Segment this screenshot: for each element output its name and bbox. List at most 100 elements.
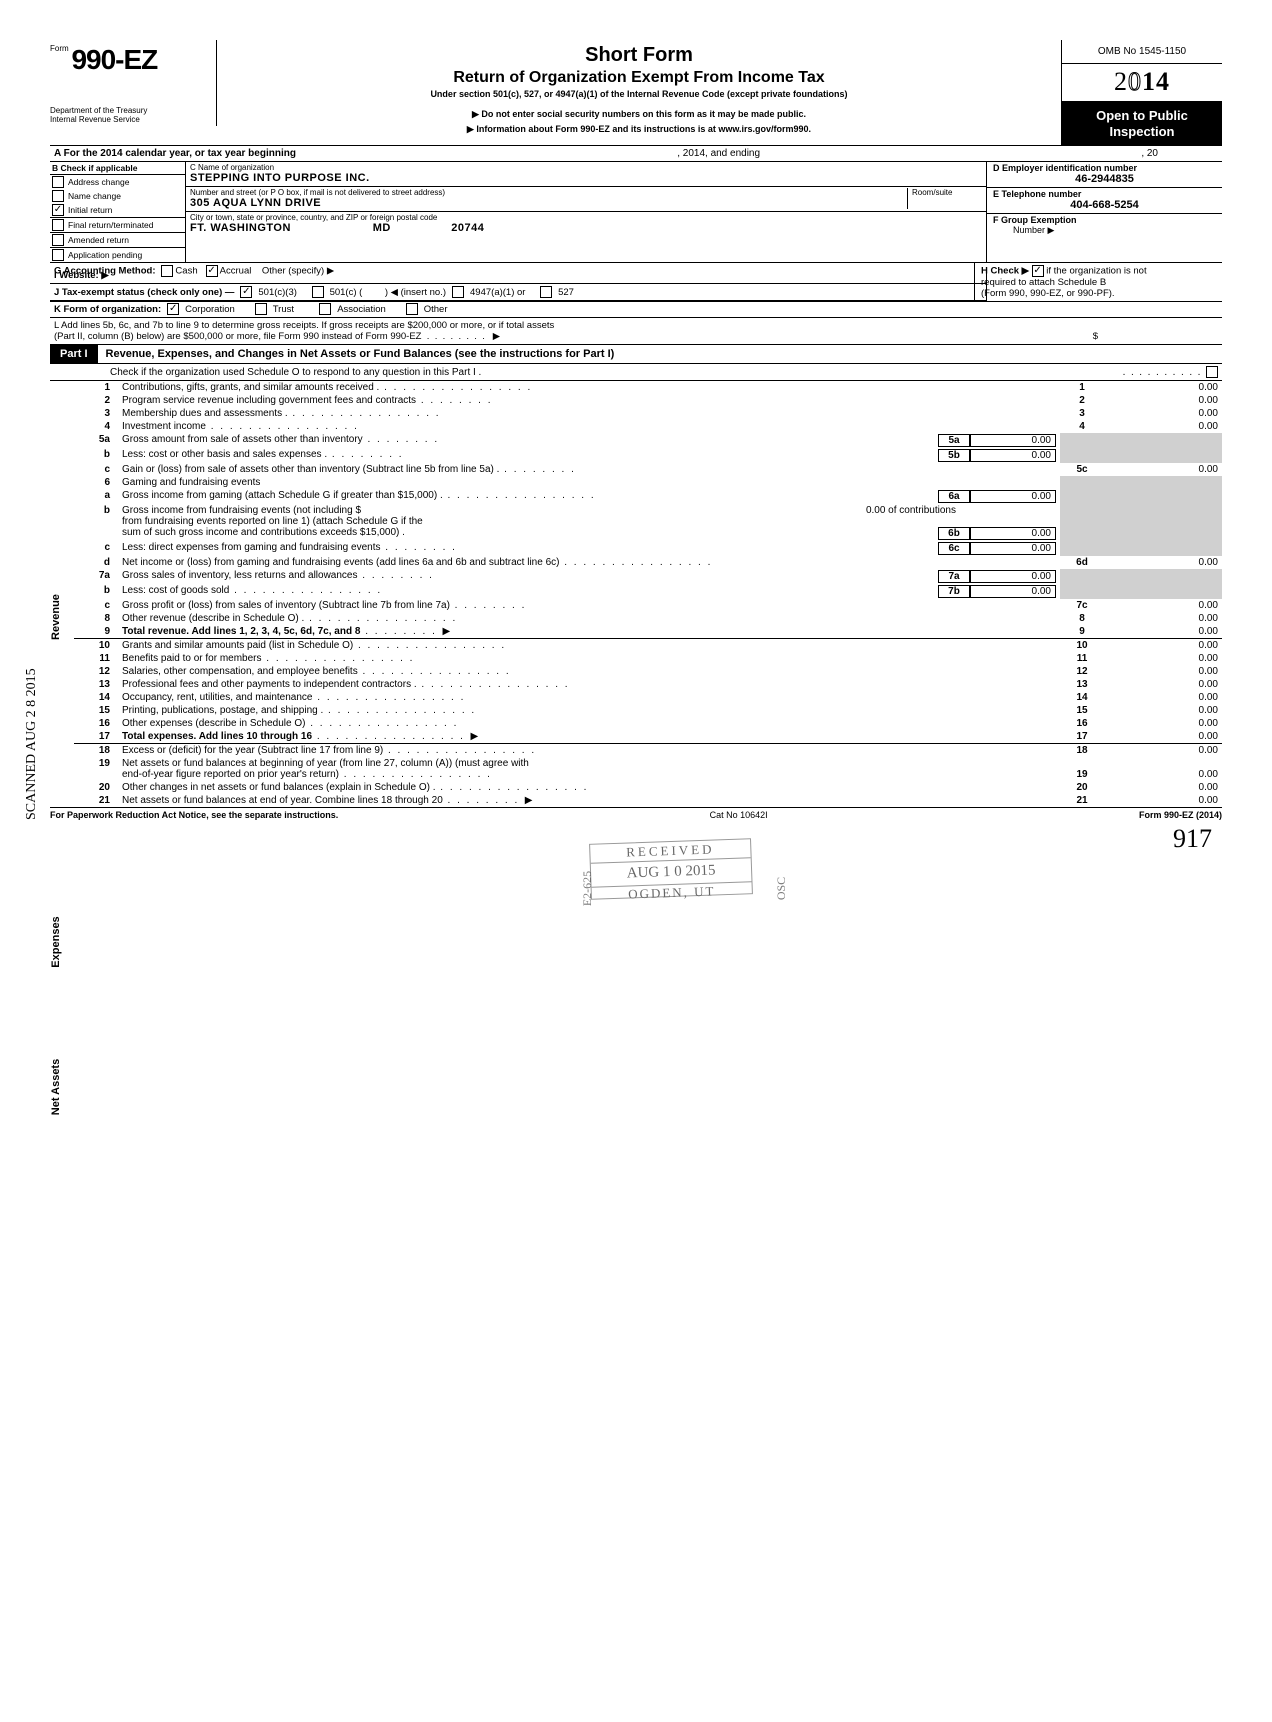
row-a-mid: , 2014, and ending: [677, 148, 760, 159]
chk-corp[interactable]: ✓: [167, 303, 179, 315]
l5b-desc: Less: cost or other basis and sales expe…: [122, 449, 327, 460]
l20-num: 20: [74, 781, 118, 794]
chk-address-change[interactable]: [52, 176, 64, 188]
row-a-left: A For the 2014 calendar year, or tax yea…: [54, 148, 296, 159]
l11-num: 11: [74, 652, 118, 665]
k-label: K Form of organization:: [54, 304, 161, 315]
directive-2: ▶ Information about Form 990-EZ and its …: [223, 124, 1055, 135]
chk-501c[interactable]: [312, 286, 324, 298]
l2-val: 0.00: [1104, 394, 1222, 407]
l8-num: 8: [74, 612, 118, 625]
chk-init-label: Initial return: [68, 205, 112, 215]
l-1: L Add lines 5b, 6c, and 7b to line 9 to …: [54, 320, 1218, 331]
l2-num: 2: [74, 394, 118, 407]
l12-num: 12: [74, 665, 118, 678]
l1-val: 0.00: [1104, 381, 1222, 394]
j-ins: ) ◀ (insert no.): [385, 287, 446, 298]
c-street-label: Number and street (or P O box, if mail i…: [190, 188, 907, 197]
subtitle: Under section 501(c), 527, or 4947(a)(1)…: [223, 89, 1055, 99]
l-dollar: $: [1093, 331, 1218, 342]
e-label: E Telephone number: [993, 189, 1081, 199]
l14-desc: Occupancy, rent, utilities, and maintena…: [122, 692, 312, 703]
chk-501c3[interactable]: ✓: [240, 286, 252, 298]
hand-note: 917: [1173, 824, 1212, 854]
l7b-num: b: [74, 584, 118, 599]
chk-h[interactable]: ✓: [1032, 265, 1044, 277]
chk-addr-label: Address change: [68, 177, 129, 187]
chk-other-org[interactable]: [406, 303, 418, 315]
l-2: (Part II, column (B) below) are $500,000…: [54, 331, 422, 342]
chk-trust[interactable]: [255, 303, 267, 315]
chk-final[interactable]: [52, 219, 64, 231]
part1-title: Revenue, Expenses, and Changes in Net As…: [98, 348, 615, 360]
chk-assoc[interactable]: [319, 303, 331, 315]
h-t1: H Check ▶: [981, 266, 1029, 277]
l9-desc: Total revenue. Add lines 1, 2, 3, 4, 5c,…: [122, 626, 360, 637]
chk-amended[interactable]: [52, 234, 64, 246]
l16-desc: Other expenses (describe in Schedule O): [122, 718, 305, 729]
f-label: F Group Exemption: [993, 215, 1077, 225]
l13-num: 13: [74, 678, 118, 691]
l18-val: 0.00: [1104, 744, 1222, 758]
form-990ez-page-1: SCANNED AUG 2 8 2015 Form 990-EZ Departm…: [50, 40, 1222, 820]
l9-val: 0.00: [1104, 625, 1222, 639]
l6d-num: d: [74, 556, 118, 569]
l7a-ibox: 7a: [938, 570, 970, 583]
omb-number: OMB No 1545-1150: [1062, 40, 1222, 64]
l17-desc: Total expenses. Add lines 10 through 16: [122, 731, 312, 742]
stamp-osc: OSC: [774, 877, 789, 900]
l14-val: 0.00: [1104, 691, 1222, 704]
row-a-tax-year: A For the 2014 calendar year, or tax yea…: [50, 146, 1222, 162]
scanned-stamp: SCANNED AUG 2 8 2015: [24, 668, 40, 820]
l5a-ibox: 5a: [938, 434, 970, 447]
h-t2: if the organization is not: [1046, 266, 1146, 277]
part1-header: Part I Revenue, Expenses, and Changes in…: [50, 345, 1222, 364]
l6b-num: b: [74, 504, 118, 541]
side-netassets: Net Assets: [50, 1037, 62, 1137]
chk-part1-schedo[interactable]: [1206, 366, 1218, 378]
l19-d1: Net assets or fund balances at beginning…: [122, 758, 1056, 769]
row-l: L Add lines 5b, 6c, and 7b to line 9 to …: [50, 318, 1222, 345]
l5b-ibox: 5b: [938, 449, 970, 462]
chk-name-change[interactable]: [52, 190, 64, 202]
received-stamp-box: RECEIVED AUG 1 0 2015 OGDEN, UT: [589, 838, 753, 900]
form-prefix: Form: [50, 44, 69, 53]
k-a: Corporation: [185, 304, 235, 315]
chk-4947[interactable]: [452, 286, 464, 298]
l6c-desc: Less: direct expenses from gaming and fu…: [122, 542, 380, 553]
form-number-block: Form 990-EZ Department of the Treasury I…: [50, 40, 217, 126]
l5c-desc: Gain or (loss) from sale of assets other…: [122, 464, 499, 475]
title-return: Return of Organization Exempt From Incom…: [223, 69, 1055, 87]
org-city: FT. WASHINGTON MD 20744: [190, 222, 982, 234]
l11-val: 0.00: [1104, 652, 1222, 665]
l6-num: 6: [74, 476, 118, 489]
l20-val: 0.00: [1104, 781, 1222, 794]
j-b: 501(c) (: [330, 287, 363, 298]
chk-cash[interactable]: [161, 265, 173, 277]
chk-initial-return[interactable]: ✓: [52, 204, 64, 216]
l18-box: 18: [1060, 744, 1104, 758]
l13-box: 13: [1060, 678, 1104, 691]
l7a-desc: Gross sales of inventory, less returns a…: [122, 570, 357, 581]
chk-pending[interactable]: [52, 249, 64, 261]
g-cash: Cash: [175, 266, 197, 277]
l14-box: 14: [1060, 691, 1104, 704]
l10-num: 10: [74, 639, 118, 653]
l4-desc: Investment income: [122, 421, 206, 432]
l1-box: 1: [1060, 381, 1104, 394]
l7c-box: 7c: [1060, 599, 1104, 612]
chk-527[interactable]: [540, 286, 552, 298]
l6b-ival: 0.00: [970, 527, 1056, 540]
l7b-ibox: 7b: [938, 585, 970, 598]
l9-num: 9: [74, 625, 118, 639]
l16-num: 16: [74, 717, 118, 730]
l17-num: 17: [74, 730, 118, 744]
l6a-desc: Gross income from gaming (attach Schedul…: [122, 490, 443, 501]
footer-mid: Cat No 10642I: [710, 810, 768, 820]
chk-accrual[interactable]: ✓: [206, 265, 218, 277]
l20-desc: Other changes in net assets or fund bala…: [122, 782, 436, 793]
l5a-num: 5a: [74, 433, 118, 448]
l12-desc: Salaries, other compensation, and employ…: [122, 666, 358, 677]
footer-left: For Paperwork Reduction Act Notice, see …: [50, 810, 338, 820]
chk-name-label: Name change: [68, 191, 121, 201]
